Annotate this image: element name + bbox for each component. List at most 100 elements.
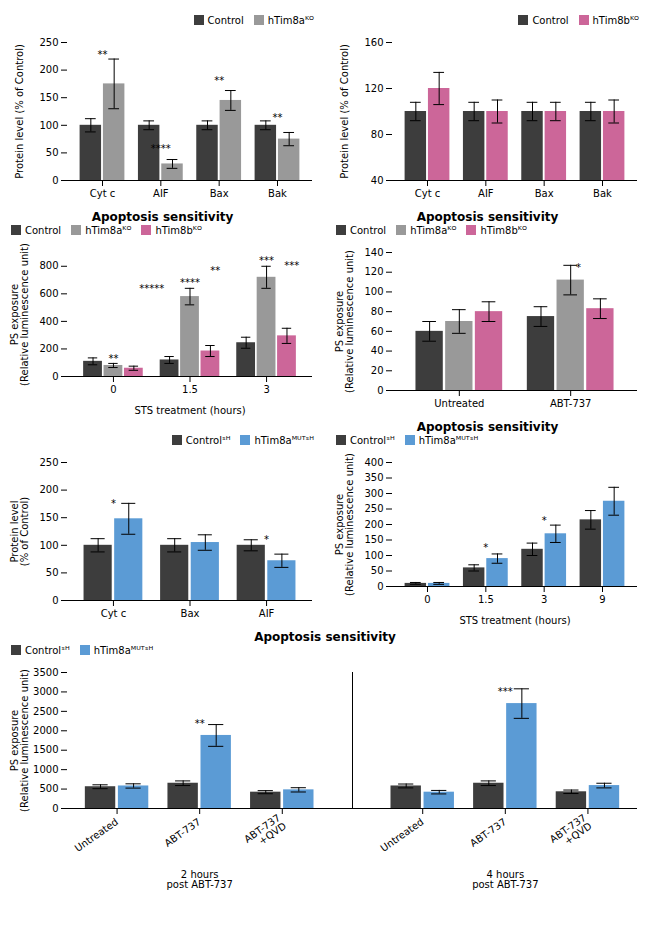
svg-text:0: 0 [52,371,58,382]
svg-text:*****: ***** [139,283,164,294]
svg-text:140: 140 [364,247,383,258]
svg-text:400: 400 [39,316,58,327]
svg-text:50: 50 [46,567,59,578]
svg-text:500: 500 [39,783,58,794]
svg-text:100: 100 [39,540,58,551]
svg-text:Bak: Bak [268,188,287,199]
svg-text:20: 20 [371,365,384,376]
svg-text:2500: 2500 [33,706,58,717]
svg-text:80: 80 [371,306,384,317]
svg-text:120: 120 [364,83,383,94]
svg-text:ABT-737+QVD: ABT-737+QVD [548,812,594,853]
svg-text:ABT-737: ABT-737 [550,398,592,409]
svg-text:Cyt c: Cyt c [101,608,127,619]
svg-text:50: 50 [46,147,59,158]
svg-text:*: * [264,534,269,545]
svg-text:**: ** [273,112,283,123]
svg-text:1500: 1500 [33,744,58,755]
svg-text:2 hourspost ABT-737: 2 hourspost ABT-737 [166,869,232,890]
svg-text:Untreated: Untreated [434,398,484,409]
svg-text:1000: 1000 [33,764,58,775]
svg-text:ABT-737: ABT-737 [468,816,508,849]
svg-text:200: 200 [364,519,383,530]
svg-text:Bax: Bax [535,188,554,199]
svg-text:250: 250 [364,503,383,514]
svg-text:0: 0 [52,175,58,186]
svg-text:PS exposure(Relative luminesce: PS exposure(Relative luminescence unit) [9,669,30,812]
svg-text:200: 200 [39,484,58,495]
svg-text:100: 100 [364,550,383,561]
svg-text:9: 9 [599,594,605,605]
svg-text:*: * [576,262,581,273]
svg-text:STS treatment (hours): STS treatment (hours) [459,615,570,626]
svg-text:3: 3 [263,384,269,395]
svg-text:AIF: AIF [153,188,169,199]
svg-text:Cyt c: Cyt c [90,188,116,199]
svg-text:0: 0 [52,803,58,814]
svg-text:150: 150 [39,512,58,523]
svg-text:3000: 3000 [33,686,58,697]
svg-text:300: 300 [364,488,383,499]
svg-text:***: *** [284,260,299,271]
svg-text:AIF: AIF [259,608,275,619]
svg-text:*: * [111,498,116,509]
svg-text:1.5: 1.5 [478,594,494,605]
svg-text:**: ** [98,49,108,60]
svg-text:**: ** [210,265,220,276]
svg-text:Bax: Bax [210,188,229,199]
svg-text:0: 0 [424,594,430,605]
svg-text:ABT-737: ABT-737 [162,816,202,849]
svg-text:200: 200 [39,64,58,75]
svg-text:*: * [483,542,488,553]
svg-text:100: 100 [364,286,383,297]
svg-text:150: 150 [39,92,58,103]
svg-text:0: 0 [377,581,383,592]
svg-text:40: 40 [371,345,384,356]
svg-text:600: 600 [39,288,58,299]
svg-text:160: 160 [364,37,383,48]
svg-text:AIF: AIF [478,188,494,199]
svg-text:2000: 2000 [33,725,58,736]
svg-text:STS treatment (hours): STS treatment (hours) [134,405,245,416]
svg-text:1.5: 1.5 [182,384,198,395]
svg-text:400: 400 [364,457,383,468]
svg-text:350: 350 [364,472,383,483]
svg-text:****: **** [151,143,171,154]
svg-text:PS exposure(Relative luminesce: PS exposure(Relative luminescence unit) [334,250,355,393]
svg-text:**: ** [195,718,205,729]
svg-text:PS exposure(Relative luminesce: PS exposure(Relative luminescence unit) [9,243,30,386]
svg-text:50: 50 [371,565,384,576]
svg-text:**: ** [214,75,224,86]
svg-text:3: 3 [541,594,547,605]
svg-text:100: 100 [39,120,58,131]
svg-text:800: 800 [39,260,58,271]
svg-text:Bak: Bak [593,188,612,199]
svg-text:PS exposure(Relative luminesce: PS exposure(Relative luminescence unit) [334,453,355,596]
svg-text:60: 60 [371,326,384,337]
svg-text:250: 250 [39,457,58,468]
svg-text:Protein level(% of Control): Protein level(% of Control) [9,497,30,567]
svg-text:40: 40 [371,175,384,186]
svg-text:4 hourspost ABT-737: 4 hourspost ABT-737 [472,869,538,890]
svg-text:*: * [542,515,547,526]
svg-text:Untreated: Untreated [378,816,425,854]
svg-text:****: **** [180,277,200,288]
svg-text:***: *** [259,255,274,266]
svg-text:3500: 3500 [33,667,58,678]
svg-text:Protein level (% of Control): Protein level (% of Control) [339,44,350,179]
svg-text:150: 150 [364,534,383,545]
svg-text:120: 120 [364,266,383,277]
svg-text:**: ** [108,353,118,364]
svg-text:0: 0 [52,595,58,606]
svg-text:Untreated: Untreated [73,816,120,854]
svg-text:Cyt c: Cyt c [415,188,441,199]
svg-text:Bax: Bax [181,608,200,619]
svg-text:0: 0 [377,385,383,396]
svg-text:250: 250 [39,37,58,48]
svg-text:ABT-737+QVD: ABT-737+QVD [242,812,288,853]
svg-text:200: 200 [39,343,58,354]
svg-text:***: *** [498,686,513,697]
svg-text:Protein level (% of Control): Protein level (% of Control) [14,44,25,179]
svg-text:0: 0 [110,384,116,395]
svg-text:80: 80 [371,129,384,140]
